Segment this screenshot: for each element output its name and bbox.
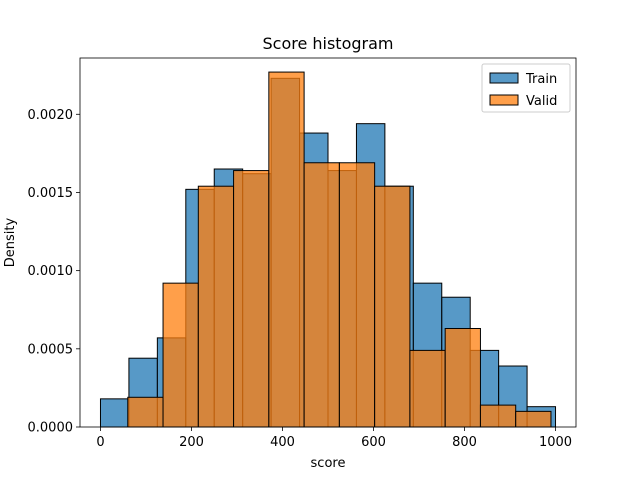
legend-label-train: Train (525, 72, 557, 87)
legend-label-valid: Valid (526, 94, 557, 109)
legend: Train Valid (481, 63, 571, 113)
y-tick-label: 0.0010 (28, 264, 74, 279)
bar-train-0 (99, 398, 130, 428)
x-axis-label: score (311, 456, 346, 471)
x-tick-label: 400 (270, 435, 295, 450)
bar-valid-8 (409, 349, 446, 428)
bar-valid-0 (127, 396, 164, 428)
bar-valid-1 (162, 282, 199, 428)
x-tick-label: 1000 (539, 435, 572, 450)
valid-bars (127, 71, 552, 428)
x-tick-label: 0 (96, 435, 104, 450)
bar-valid-4 (268, 71, 305, 428)
x-axis-ticks: 0 200 400 600 800 1000 (96, 427, 572, 450)
x-tick-label: 600 (361, 435, 386, 450)
x-tick-label: 200 (179, 435, 204, 450)
bar-valid-7 (374, 185, 411, 428)
y-tick-label: 0.0020 (28, 108, 74, 123)
y-tick-label: 0.0000 (28, 421, 74, 436)
legend-swatch-valid (489, 94, 519, 106)
bar-valid-6 (338, 162, 376, 428)
bar-valid-2 (197, 185, 235, 428)
x-tick-label: 800 (452, 435, 477, 450)
bar-valid-10 (479, 404, 517, 428)
plot-area-frame (79, 57, 577, 428)
y-tick-label: 0.0005 (28, 342, 74, 357)
chart-title: Score histogram (262, 34, 393, 53)
bar-valid-11 (515, 410, 552, 428)
bar-valid-9 (444, 327, 481, 428)
y-axis-ticks: 0.0000 0.0005 0.0010 0.0015 0.0020 (28, 108, 80, 436)
bar-valid-3 (233, 170, 270, 428)
bar-valid-5 (303, 162, 340, 428)
legend-swatch-train (489, 72, 519, 84)
y-tick-label: 0.0015 (28, 186, 74, 201)
y-axis-label: Density (3, 217, 18, 267)
